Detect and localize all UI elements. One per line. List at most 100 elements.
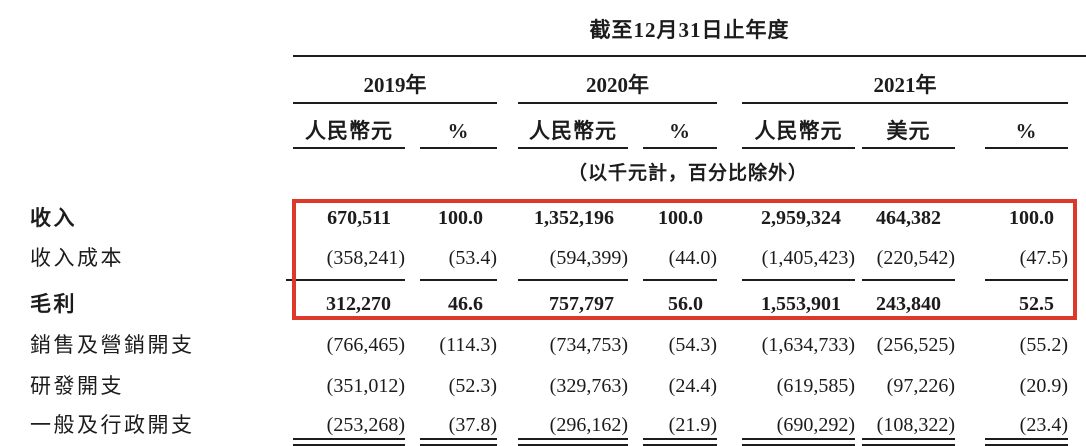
col-header-2021-rmb: 人民幣元 [742,110,855,149]
value-text: (329,763) [549,375,628,397]
value-text: (44.0) [668,247,717,269]
value-text: (53.4) [448,247,497,269]
bottom-rule [420,438,497,440]
value-cell: 464,382 [862,198,955,238]
row-label: 銷售及營銷開支 [30,333,195,357]
bottom-rule-2 [420,444,497,446]
col-header-2021-usd: 美元 [862,110,955,149]
value-text: (55.2) [1019,334,1068,356]
value-cell: (97,226) [862,366,955,406]
value-text: (23.4) [1019,414,1068,436]
value-cell: 100.0 [985,198,1068,238]
col-header-2019-rmb: 人民幣元 [293,110,405,149]
col-header-2020-rmb: 人民幣元 [518,110,628,149]
value-cell: (256,525) [862,325,955,365]
value-text: (253,268) [326,414,405,436]
year-group-2020: 2020年 [518,66,717,104]
value-text: 46.6 [448,293,483,315]
table-row-revenue: 收入 670,511 100.0 1,352,196 100.0 2,959,3… [0,198,1086,238]
row-label: 收入成本 [30,246,124,270]
bottom-rule [742,438,855,440]
value-text: (220,542) [876,247,955,269]
value-text: (20.9) [1019,375,1068,397]
value-text: 312,270 [326,293,391,315]
value-cell: 56.0 [643,284,717,324]
value-cell: (52.3) [420,366,497,406]
value-text: 100.0 [438,207,483,229]
value-cell: 100.0 [420,198,497,238]
value-text: (47.5) [1019,247,1068,269]
table-row-rd-expenses: 研發開支 (351,012) (52.3) (329,763) (24.4) (… [0,366,1086,406]
value-text: (351,012) [326,375,405,397]
bottom-rule-2 [518,444,628,446]
value-cell: (1,405,423) [742,238,855,278]
value-text: (619,585) [776,375,855,397]
value-cell: (619,585) [742,366,855,406]
value-text: 464,382 [876,207,941,229]
table-row-cost-of-revenue: 收入成本 (358,241) (53.4) (594,399) (44.0) (… [0,238,1086,278]
value-cell: 670,511 [293,198,405,238]
subtotal-rule [742,279,855,281]
value-text: (256,525) [876,334,955,356]
value-cell: (37.8) [420,405,497,445]
col-header-2019-pct: % [420,110,497,149]
bottom-rule-2 [742,444,855,446]
value-cell: (53.4) [420,238,497,278]
value-cell: (44.0) [643,238,717,278]
value-text: (54.3) [668,334,717,356]
subtotal-rule [286,279,405,281]
value-cell: (329,763) [518,366,628,406]
value-text: (21.9) [668,414,717,436]
value-text: (734,753) [549,334,628,356]
value-cell: 757,797 [518,284,628,324]
value-cell: (296,162) [518,405,628,445]
value-text: (1,634,733) [761,334,855,356]
row-label: 研發開支 [30,374,124,398]
value-text: (1,405,423) [761,247,855,269]
bottom-rule [518,438,628,440]
value-cell: (24.4) [643,366,717,406]
subtotal-rule [420,279,497,281]
value-cell: (47.5) [985,238,1068,278]
value-text: (358,241) [326,247,405,269]
value-text: 1,553,901 [761,293,841,315]
value-cell: (766,465) [293,325,405,365]
value-cell: (351,012) [293,366,405,406]
value-cell: 100.0 [643,198,717,238]
bottom-rule-2 [293,444,405,446]
table-row-sales-marketing: 銷售及營銷開支 (766,465) (114.3) (734,753) (54.… [0,325,1086,365]
highlight-box [292,199,1077,320]
value-text: (690,292) [776,414,855,436]
subtotal-rule [985,279,1068,281]
value-cell: 1,553,901 [742,284,855,324]
header-rule [293,55,1086,57]
subtotal-rule [518,279,628,281]
value-cell: (1,634,733) [742,325,855,365]
value-text: 243,840 [876,293,941,315]
bottom-rule [293,438,405,440]
value-cell: 52.5 [985,284,1068,324]
value-text: (97,226) [886,375,955,397]
value-text: (108,322) [876,414,955,436]
value-cell: 2,959,324 [742,198,855,238]
value-cell: (114.3) [420,325,497,365]
value-text: 1,352,196 [534,207,614,229]
value-text: 670,511 [327,207,391,229]
value-cell: (108,322) [862,405,955,445]
value-text: 56.0 [668,293,703,315]
table-title: 截至12月31日止年度 [589,18,790,42]
value-cell: (594,399) [518,238,628,278]
value-text: (594,399) [549,247,628,269]
value-cell: 46.6 [420,284,497,324]
value-text: (52.3) [448,375,497,397]
value-cell: 312,270 [293,284,405,324]
value-cell: (23.4) [985,405,1068,445]
value-text: 100.0 [658,207,703,229]
table-row-general-admin: 一般及行政開支 (253,268) (37.8) (296,162) (21.9… [0,405,1086,445]
row-label: 收入 [30,206,77,230]
value-text: 757,797 [549,293,614,315]
value-cell: (734,753) [518,325,628,365]
value-cell: (20.9) [985,366,1068,406]
bottom-rule-2 [985,444,1068,446]
